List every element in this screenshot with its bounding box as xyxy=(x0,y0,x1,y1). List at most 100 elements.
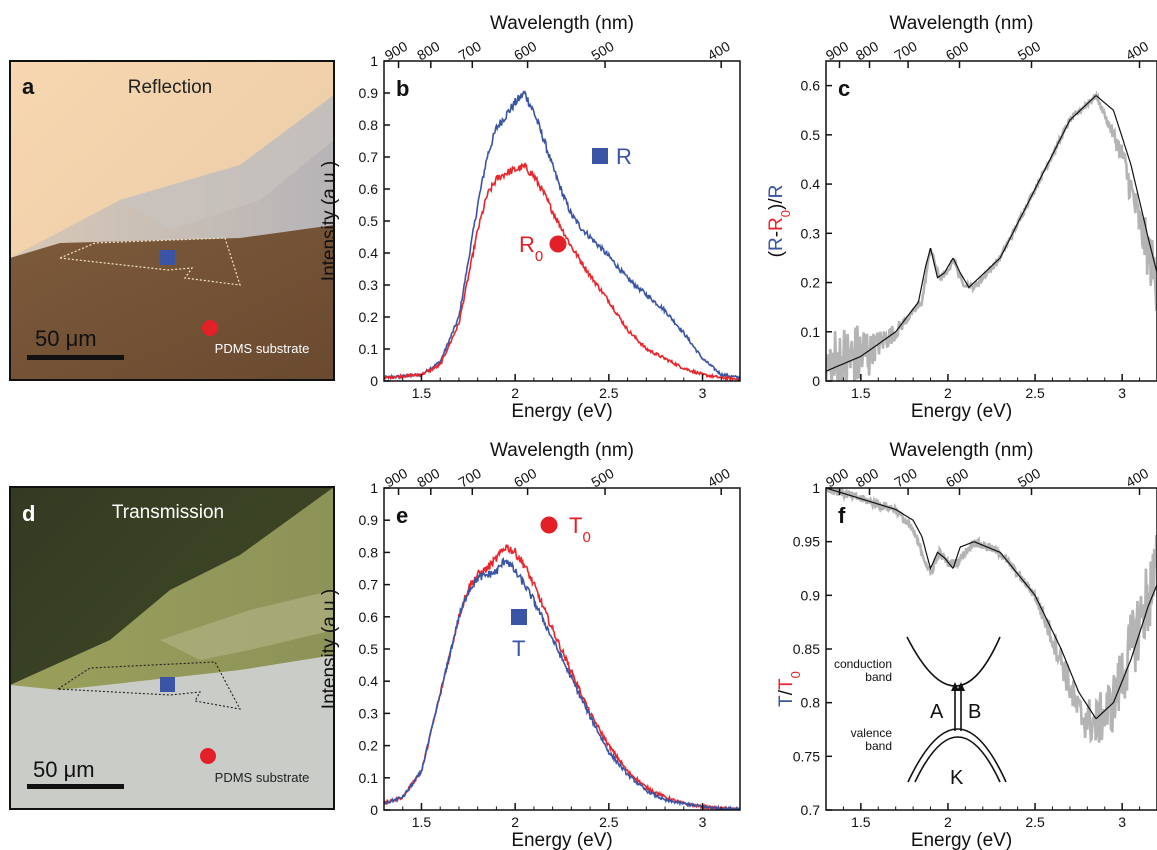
x2tick-label-b: 600 xyxy=(511,38,539,64)
xtick-label-e: 2.5 xyxy=(599,814,619,830)
label-valence: valence xyxy=(851,726,893,740)
image-d-title: Transmission xyxy=(112,502,224,523)
x-axis-title-f: Energy (eV) xyxy=(911,830,1012,850)
annotation-marker-square-e xyxy=(511,609,527,625)
ytick-label-e: 0.7 xyxy=(359,577,379,593)
image-a-outline xyxy=(59,237,241,286)
xtick-label-e: 3 xyxy=(699,814,707,830)
image-a-flake-layer xyxy=(120,95,334,230)
label-A: A xyxy=(930,701,944,723)
marker-circle-d xyxy=(200,748,216,764)
xtick-label-b: 1.5 xyxy=(412,385,432,401)
xtick-label-c: 2.5 xyxy=(1025,385,1045,401)
x2tick-label-c: 500 xyxy=(1015,38,1043,64)
xtick-label-f: 2 xyxy=(944,814,952,830)
annotation-label-e-1: T xyxy=(512,636,525,661)
ytick-label-e: 0.8 xyxy=(359,544,379,560)
image-d-scale-label: 50 μm xyxy=(33,757,95,782)
ytick-label-b: 0.5 xyxy=(359,213,379,229)
ytick-label-b: 0.1 xyxy=(359,341,379,357)
image-d-outline xyxy=(57,661,242,710)
label-B: B xyxy=(968,701,981,723)
ytick-label-f: 0.9 xyxy=(801,587,821,603)
ytick-label-b: 0.7 xyxy=(359,149,379,165)
ytick-label-c: 0.4 xyxy=(801,176,821,192)
annotation-label-b-0: R xyxy=(616,144,632,169)
image-d-substrate-label: PDMS substrate xyxy=(215,770,310,785)
x2tick-label-e: 900 xyxy=(382,465,410,491)
plot-frame-c xyxy=(825,60,1157,382)
ytick-label-c: 0.5 xyxy=(801,127,821,143)
series-c-0 xyxy=(826,90,1157,381)
band-diagram-inset: conduction band valence band A B K xyxy=(834,636,1007,789)
ytick-label-c: 0.6 xyxy=(801,78,821,94)
xtick-label-b: 3 xyxy=(699,385,707,401)
x2tick-label-f: 600 xyxy=(943,465,971,491)
marker-square-d xyxy=(160,677,175,692)
x2-axis-title-c: Wavelength (nm) xyxy=(890,13,1034,34)
annotation-marker-circle-b xyxy=(549,235,567,253)
xtick-label-b: 2 xyxy=(511,385,519,401)
x2tick-label-f: 900 xyxy=(823,465,851,491)
ytick-label-e: 0.5 xyxy=(359,641,379,657)
image-a-scale-label: 50 μm xyxy=(35,326,97,351)
ytick-label-b: 0.4 xyxy=(359,245,379,261)
ytick-label-b: 0.3 xyxy=(359,277,379,293)
ytick-label-f: 0.75 xyxy=(793,748,820,764)
x2tick-label-c: 600 xyxy=(943,38,971,64)
x2tick-label-e: 800 xyxy=(414,465,442,491)
xtick-label-b: 2.5 xyxy=(599,385,619,401)
y-axis-title-b: Intensity (a.u.) xyxy=(319,161,340,281)
x2tick-label-f: 800 xyxy=(853,465,881,491)
image-panel-d: d Transmission PDMS substrate 50 μm xyxy=(9,486,335,810)
ytick-label-e: 1 xyxy=(370,480,378,496)
ytick-label-e: 0.4 xyxy=(359,673,379,689)
panel-letter-c: c xyxy=(838,76,850,101)
x2tick-label-f: 500 xyxy=(1015,465,1043,491)
x2tick-label-e: 500 xyxy=(588,465,616,491)
plot-frame-b xyxy=(383,60,741,382)
ytick-label-f: 0.95 xyxy=(793,534,820,550)
ytick-label-e: 0.6 xyxy=(359,609,379,625)
label-K: K xyxy=(950,767,964,789)
marker-circle-a xyxy=(202,320,218,336)
ytick-label-c: 0.3 xyxy=(801,225,821,241)
image-a-letter: a xyxy=(22,74,35,99)
label-conduction-band: band xyxy=(865,670,892,684)
x2tick-label-b: 800 xyxy=(414,38,442,64)
xtick-label-e: 1.5 xyxy=(412,814,432,830)
image-a-title: Reflection xyxy=(128,77,213,98)
arrowhead-a xyxy=(951,682,959,691)
image-d-substrate xyxy=(10,655,334,809)
ytick-label-e: 0.1 xyxy=(359,770,379,786)
chart-f: 1.5 2 2.5 3 0.7 0.75 0.8 0.85 0.9 0.95 1 900 800 700 6… xyxy=(776,440,1157,850)
chart-b: 1.5 2 2.5 3 0 0.1 0.2 0.3 0.4 0.5 0.6 0.7 0.8 0.9 1 900… xyxy=(319,13,741,422)
ytick-label-b: 0.6 xyxy=(359,181,379,197)
image-d-flake-layer xyxy=(160,590,334,660)
x2tick-label-b: 700 xyxy=(456,38,484,64)
ytick-label-f: 1 xyxy=(812,480,820,496)
x-axis-title-b: Energy (eV) xyxy=(511,401,612,422)
x2tick-label-c: 400 xyxy=(1123,38,1151,64)
xtick-label-e: 2 xyxy=(511,814,519,830)
xtick-label-f: 2.5 xyxy=(1025,814,1045,830)
ytick-label-e: 0.2 xyxy=(359,738,379,754)
plot-frame-e xyxy=(383,487,741,811)
xtick-label-c: 1.5 xyxy=(851,385,871,401)
ytick-label-c: 0.2 xyxy=(801,275,821,291)
ytick-label-e: 0.3 xyxy=(359,705,379,721)
ytick-label-f: 0.7 xyxy=(801,802,821,818)
series-b-0 xyxy=(384,90,740,381)
xtick-label-c: 2 xyxy=(944,385,952,401)
image-d-scale-bar xyxy=(27,784,124,789)
x2tick-label-c: 800 xyxy=(853,38,881,64)
panel-letter-f: f xyxy=(838,503,846,528)
xtick-label-f: 1.5 xyxy=(851,814,871,830)
image-a-substrate xyxy=(10,225,334,380)
annotation-label-b-1: R0 xyxy=(519,232,543,265)
annotation-label-e-0: T0 xyxy=(569,513,591,546)
label-conduction: conduction xyxy=(834,657,892,671)
y-axis-title-c: (R-R0)/R xyxy=(766,185,793,258)
image-a-scale-bar xyxy=(27,355,124,360)
